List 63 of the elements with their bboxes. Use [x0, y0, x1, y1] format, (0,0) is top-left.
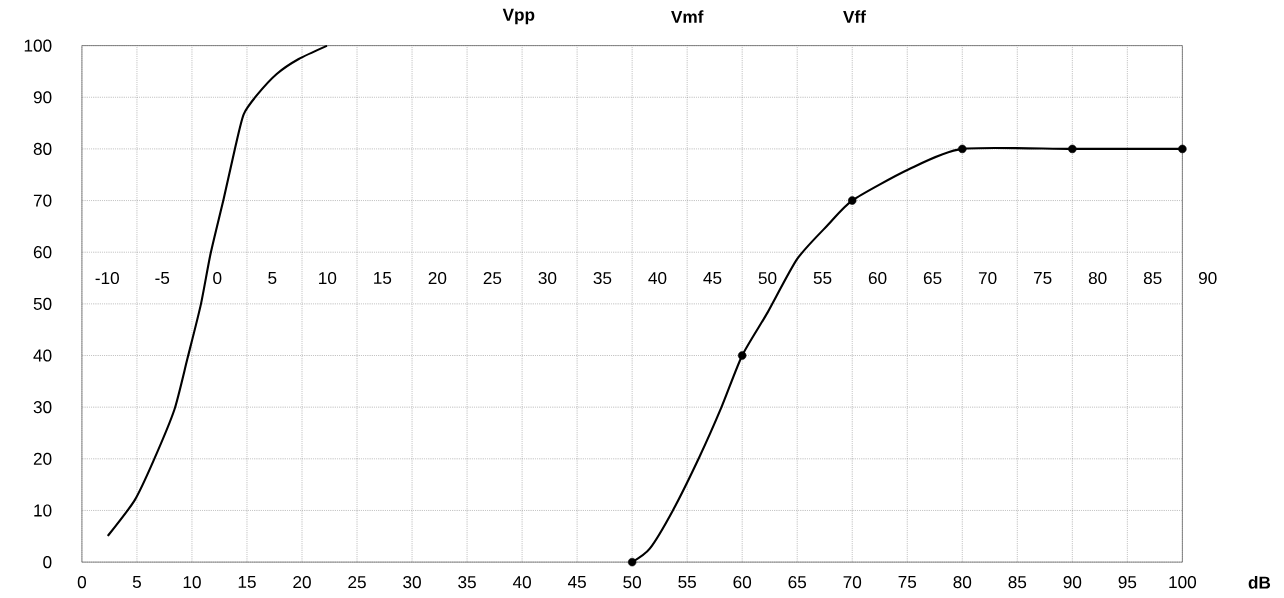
x-tick-label: 85 [1008, 576, 1027, 589]
x-tick-label: 45 [567, 576, 586, 589]
x2-tick-label: 70 [978, 272, 997, 285]
x-tick-label: 90 [1063, 576, 1082, 589]
x-tick-label: 70 [843, 576, 862, 589]
x2-tick-label: 30 [538, 272, 557, 285]
x-tick-label: 10 [183, 576, 201, 589]
x2-tick-label: 65 [923, 272, 942, 285]
x-tick-label: 50 [623, 576, 642, 589]
x-tick-label: 0 [77, 576, 87, 589]
x2-tick-label: 0 [213, 272, 222, 285]
point [737, 351, 747, 360]
x-tick-label: 95 [1118, 576, 1137, 589]
y-tick-label: 90 [33, 91, 52, 104]
x-tick-label: 80 [953, 576, 972, 589]
y-tick-label: 100 [24, 39, 52, 52]
x2-tick-label: 25 [483, 272, 502, 285]
x2-tick-label: 45 [703, 272, 722, 285]
text: Vpp [502, 8, 535, 25]
x-tick-label: 20 [293, 576, 311, 589]
x2-tick-label: -10 [95, 272, 119, 285]
x2-tick-label: 85 [1143, 272, 1162, 285]
x2-tick-label: 40 [648, 272, 667, 285]
x-tick-label: 100 [1169, 576, 1197, 589]
x2-tick-label: 20 [428, 272, 447, 285]
x2-tick-label: 55 [813, 272, 832, 285]
x-axis-title: dB [1248, 576, 1271, 589]
x-tick-label: 75 [898, 576, 917, 589]
y-tick-label: 40 [33, 349, 52, 362]
x2-tick-label: 10 [319, 272, 337, 285]
x2-tick-label: 15 [374, 272, 392, 285]
y-tick-label: 20 [33, 452, 52, 465]
point [1178, 144, 1187, 154]
point [848, 196, 857, 205]
y-tick-label: 60 [33, 246, 52, 259]
y-tick-label: 70 [33, 194, 52, 207]
x-tick-label: 55 [678, 576, 696, 589]
x-tick-label: 65 [788, 576, 807, 589]
point [958, 144, 967, 154]
text: Vff [843, 10, 866, 23]
x2-tick-label: 35 [593, 272, 612, 285]
x2-tick-label: 75 [1033, 272, 1052, 285]
x2-tick-label: 60 [868, 272, 887, 285]
text: Vmf [671, 10, 704, 23]
y-tick-label: 30 [33, 401, 52, 414]
x-tick-label: 5 [132, 576, 141, 589]
x-tick-label: 30 [403, 576, 421, 589]
y-tick-label: 50 [33, 297, 52, 311]
x-tick-label: 60 [733, 576, 752, 589]
y-tick-label: 80 [33, 142, 52, 156]
x-tick-label: 15 [238, 576, 256, 589]
x2-tick-label: 50 [758, 272, 777, 285]
point [1068, 144, 1077, 154]
x2-tick-label: 90 [1198, 272, 1217, 285]
y-tick-label: 0 [43, 556, 52, 569]
x2-tick-label: -5 [155, 272, 170, 285]
x-tick-label: 35 [458, 576, 476, 589]
x2-tick-label: 80 [1088, 272, 1107, 285]
point [627, 557, 637, 567]
x-tick-label: 40 [512, 576, 531, 589]
x2-tick-label: 5 [268, 272, 277, 285]
x-tick-label: 25 [348, 576, 366, 589]
y-tick-label: 10 [34, 504, 52, 517]
